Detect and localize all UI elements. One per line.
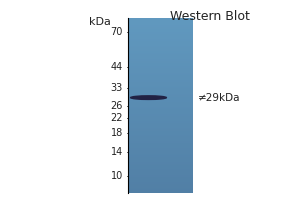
Ellipse shape — [130, 96, 166, 99]
Text: ≠29kDa: ≠29kDa — [198, 93, 241, 103]
Text: 26: 26 — [111, 101, 123, 111]
Text: 70: 70 — [111, 27, 123, 37]
Text: 33: 33 — [111, 83, 123, 93]
Text: 14: 14 — [111, 147, 123, 157]
Text: 18: 18 — [111, 128, 123, 138]
Text: 10: 10 — [111, 171, 123, 181]
Text: 44: 44 — [111, 62, 123, 72]
Text: kDa: kDa — [89, 17, 111, 27]
Text: 22: 22 — [110, 113, 123, 123]
Text: Western Blot: Western Blot — [170, 10, 250, 23]
